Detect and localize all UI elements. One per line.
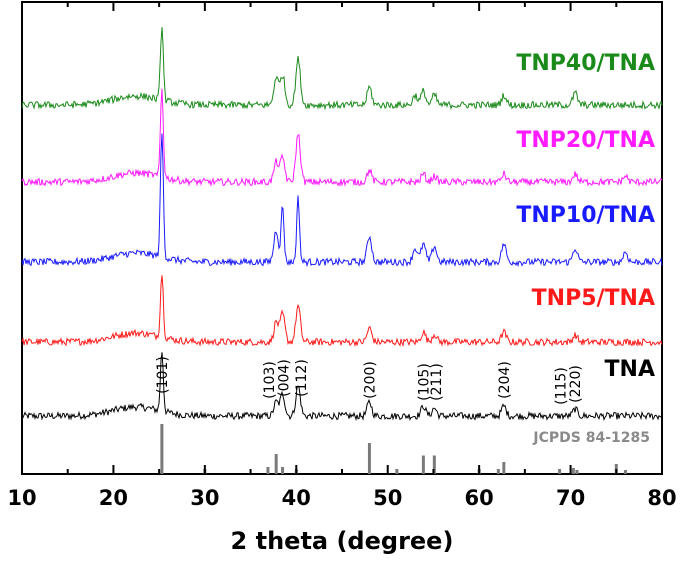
series-label: TNP20/TNA <box>516 128 655 153</box>
reference-label: JCPDS 84-1285 <box>532 430 650 446</box>
series-label: TNP10/TNA <box>516 203 655 228</box>
x-tick-label: 80 <box>647 486 676 510</box>
series-labels: TNA TNP5/TNA TNP10/TNA TNP20/TNA TNP40/TNA <box>516 51 655 382</box>
series-group <box>21 27 663 422</box>
hkl-label: (103) <box>262 361 278 399</box>
x-tick-label: 50 <box>373 486 402 510</box>
series-label: TNP5/TNA <box>532 286 655 311</box>
hkl-label: (115) <box>554 367 570 405</box>
x-tick-label: 60 <box>465 486 494 510</box>
x-tick-label: 30 <box>190 486 219 510</box>
hkl-label: (200) <box>362 361 378 399</box>
hkl-label: (101) <box>155 356 171 394</box>
series-line <box>21 133 663 268</box>
x-tick-label: 70 <box>556 486 585 510</box>
x-tick-label: 10 <box>7 486 36 510</box>
series-label: TNA <box>605 357 655 382</box>
series-line <box>21 352 663 422</box>
hkl-label: (004) <box>276 359 292 397</box>
series-label: TNP40/TNA <box>516 51 655 76</box>
hkl-label: (220) <box>568 365 584 403</box>
series-line <box>21 27 663 111</box>
hkl-label: (204) <box>497 361 513 399</box>
x-tick-label: 40 <box>282 486 311 510</box>
x-tick-label: 20 <box>99 486 128 510</box>
x-axis-ticks: 10 20 30 40 50 60 70 80 <box>7 2 677 510</box>
series-line <box>21 275 663 348</box>
hkl-label: (105) <box>416 363 432 401</box>
series-line <box>21 88 663 187</box>
hkl-annotations: (101) (103)(004) (112) (200) (105)(211) (204)… <box>155 356 584 405</box>
hkl-label: (112) <box>294 359 310 397</box>
hkl-label: (211) <box>429 363 445 401</box>
x-axis-title: 2 theta (degree) <box>231 527 454 555</box>
